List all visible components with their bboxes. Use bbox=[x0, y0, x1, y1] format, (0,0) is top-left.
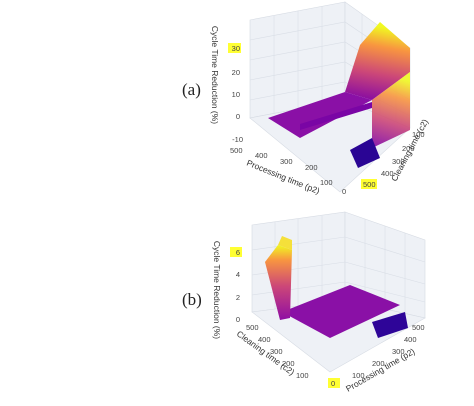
surface-plateau-b bbox=[282, 285, 400, 338]
y-tick-b-2: 300 bbox=[270, 347, 283, 356]
surface-ramp-front-a bbox=[372, 72, 410, 148]
z-tick-b-0: 6 bbox=[236, 248, 240, 257]
x-tick-b-1: 200 bbox=[372, 359, 385, 368]
y-tick-highlight-b bbox=[328, 378, 340, 388]
z-tick-a-1: 20 bbox=[232, 68, 240, 77]
surface-plateau-a bbox=[268, 92, 372, 138]
surface-spike-b bbox=[265, 245, 292, 320]
z-tick-highlight-a bbox=[228, 43, 241, 53]
z-tick-a-0: 30 bbox=[232, 44, 240, 53]
panel-label-b: (b) bbox=[182, 290, 202, 309]
surface-front-b bbox=[372, 312, 408, 338]
y-tick-b-5: 0 bbox=[331, 379, 335, 388]
surface-step-a bbox=[300, 102, 372, 130]
x-tick-b-2: 300 bbox=[392, 347, 405, 356]
x-tick-a-3: 200 bbox=[305, 163, 318, 172]
z-tick-b-1: 4 bbox=[236, 270, 240, 279]
z-tick-b-3: 0 bbox=[236, 315, 240, 324]
x-tick-b-3: 400 bbox=[404, 335, 417, 344]
y-tick-b-4: 100 bbox=[296, 371, 309, 380]
z-tick-highlight-b bbox=[230, 247, 242, 257]
x-tick-a-1: 400 bbox=[255, 151, 268, 160]
x-tick-b-0: 100 bbox=[352, 371, 365, 380]
x-tick-a-5: 0 bbox=[342, 187, 346, 196]
z-tick-b-2: 2 bbox=[236, 293, 240, 302]
chart-b: (b) Cycle Time Reduction (%) 6 4 2 0 500… bbox=[182, 211, 426, 394]
y-tick-highlight-a bbox=[361, 179, 377, 189]
y-tick-b-1: 400 bbox=[258, 335, 271, 344]
z-tick-a-3: 0 bbox=[236, 112, 240, 121]
z-tick-a-2: 10 bbox=[232, 90, 240, 99]
z-axis-title-b: Cycle Time Reduction (%) bbox=[212, 241, 222, 339]
y-tick-a-1: 200 bbox=[402, 144, 415, 153]
surface-spike-top-b bbox=[278, 236, 292, 250]
z-tick-a-4: -10 bbox=[232, 135, 243, 144]
x-tick-b-4: 500 bbox=[412, 323, 425, 332]
x-tick-a-2: 300 bbox=[280, 157, 293, 166]
x-tick-a-4: 100 bbox=[320, 178, 333, 187]
grid-a bbox=[249, 21, 411, 117]
chart-a: (a) Cycle Time Reduction (%) 30 20 10 0 … bbox=[182, 1, 430, 196]
y-tick-a-3: 400 bbox=[381, 169, 394, 178]
y-tick-a-2: 300 bbox=[392, 157, 405, 166]
y-tick-a-0: 100 bbox=[412, 130, 425, 139]
y-tick-b-0: 500 bbox=[246, 323, 259, 332]
y-tick-b-3: 200 bbox=[282, 359, 295, 368]
z-axis-title-a: Cycle Time Reduction (%) bbox=[210, 26, 220, 124]
y-tick-a-4: 500 bbox=[363, 180, 376, 189]
surface-dip-a bbox=[350, 138, 380, 168]
x-tick-a-0: 500 bbox=[230, 146, 243, 155]
panel-label-a: (a) bbox=[182, 80, 201, 99]
surface-ramp-a bbox=[345, 22, 410, 100]
